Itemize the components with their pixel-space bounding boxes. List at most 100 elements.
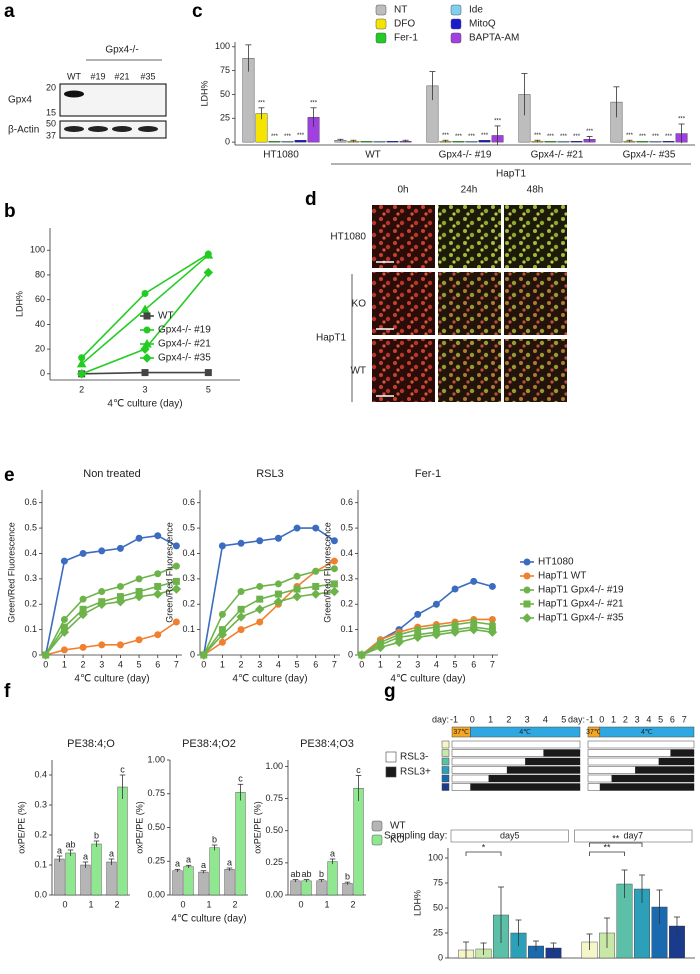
rsl3-period (488, 775, 580, 782)
marker (330, 537, 338, 545)
blot-membrane (59, 83, 167, 117)
day-tick-label: 2 (623, 714, 628, 724)
chart-title: PE38:4;O (67, 738, 115, 750)
rsl3-period (506, 766, 580, 774)
chart: 0 20 40 60 80 100 2 3 5 LDH% 4℃ culture (day) WT Gpx… (14, 228, 240, 410)
marker (135, 575, 143, 583)
rsl3-period (658, 758, 694, 765)
marker (274, 580, 282, 588)
day-tick-label: -1 (450, 714, 458, 724)
legend-label: KO (390, 835, 405, 846)
legend-swatch (375, 4, 387, 16)
marker (273, 596, 284, 607)
blot-band (64, 126, 84, 132)
marker (414, 610, 422, 618)
y-tick-label: 0 (190, 649, 195, 659)
facet-label: day5 (500, 830, 520, 840)
rsl3-period (525, 758, 580, 765)
warm-label: 37℃ (586, 729, 602, 736)
marker (172, 562, 180, 570)
marker (357, 650, 367, 660)
marker (60, 557, 68, 565)
y-tick-label: 0.50 (147, 822, 165, 832)
y-tick-label: 20 (35, 343, 45, 353)
marker (329, 586, 340, 597)
y-tick-label: 25 (433, 927, 443, 937)
bar (649, 140, 662, 143)
marker (293, 524, 301, 532)
legend-label: HT1080 (538, 557, 574, 568)
marker (255, 604, 265, 615)
bar (360, 140, 373, 143)
bar (636, 140, 649, 143)
marker (469, 624, 479, 635)
marker (79, 595, 87, 603)
significance-label: * (482, 842, 486, 852)
legend-label: Fer-1 (394, 33, 418, 44)
x-tick-label: 4 (276, 659, 281, 669)
y-tick-label: 0.3 (340, 573, 353, 583)
sampling-label: Sampling day: (384, 831, 447, 842)
y-tick-label: 1.00 (147, 754, 165, 764)
bar (198, 871, 209, 896)
lane-label: #19 (90, 71, 105, 81)
y-tick-label: 0.3 (182, 573, 195, 583)
y-axis-label: Green/Red Fluorescence (6, 522, 16, 623)
marker (142, 338, 152, 348)
day-tick-label: 5 (658, 714, 663, 724)
x-tick-label: 2 (232, 899, 237, 909)
marker (203, 250, 214, 259)
chart: 0 25 50 75 100 HT1080 WT Gpx4-/- #19 Gpx4-/- #21… (199, 5, 695, 180)
bar (452, 140, 465, 143)
marker (293, 572, 301, 580)
y-tick-label: 75 (220, 65, 230, 75)
annotation: a (227, 857, 232, 867)
chart: 0.00 0.25 0.50 0.75 1.00 0 1 2 PE38:4;O3 oxPE/PE … (252, 738, 405, 909)
marker (218, 542, 226, 550)
blot-group: Gpx4-/- (105, 45, 138, 56)
legend-swatch (450, 18, 462, 30)
marker (97, 599, 107, 609)
blot-band (112, 126, 132, 132)
row-color-key (441, 766, 450, 774)
chart: 0 0.1 0.2 0.3 0.4 0.5 0.6 0 1 2 3 4 5 6 7 Non treated Gr… (6, 468, 182, 685)
chart-title: PE38:4;O2 (182, 738, 236, 750)
marker (311, 589, 321, 599)
bar (570, 140, 583, 143)
image-tile (438, 339, 501, 402)
x-tick-label: 0 (201, 659, 206, 669)
y-tick-label: 0 (348, 649, 353, 659)
marker (237, 605, 245, 613)
legend-label: HapT1 Gpx4-/- #21 (538, 599, 624, 610)
day-label: day: (568, 714, 585, 724)
annotation: *** (455, 134, 463, 140)
marker (218, 638, 226, 646)
annotation: *** (297, 133, 305, 139)
bar (353, 788, 364, 896)
y-tick-label: 0.4 (340, 548, 353, 558)
legend-label: DFO (394, 19, 415, 30)
x-tick-label: 2 (79, 384, 84, 394)
marker (274, 534, 282, 542)
marker (256, 595, 264, 603)
bar (294, 140, 307, 143)
y-tick-label: 0.6 (24, 497, 37, 507)
legend-label: Gpx4-/- #21 (158, 339, 211, 350)
day-tick-label: 7 (682, 714, 687, 724)
chart: 0 0.1 0.2 0.3 0.4 0.5 0.6 0 1 2 3 4 5 6 7 Fer-1 Green/Re… (322, 468, 624, 685)
chart: 0 0.1 0.2 0.3 0.4 0.5 0.6 0 1 2 3 4 5 6 7 RSL3 Green/Red… (164, 468, 340, 685)
bar (342, 883, 353, 896)
microscopy: 0h 24h 48h HT1080 KO WT HapT1 (316, 185, 567, 402)
legend-swatch (385, 751, 397, 763)
y-axis-label: LDH% (412, 890, 422, 916)
marker (172, 542, 180, 550)
y-tick-label: 0.5 (182, 522, 195, 532)
marker (135, 534, 143, 542)
group-label: HapT1 (316, 333, 346, 344)
bar (290, 880, 301, 896)
y-axis-label: oxPE/PE (%) (16, 801, 26, 854)
significance-bracket (589, 851, 625, 856)
rsl3-period (543, 749, 580, 757)
day-tick-label: 4 (646, 714, 651, 724)
